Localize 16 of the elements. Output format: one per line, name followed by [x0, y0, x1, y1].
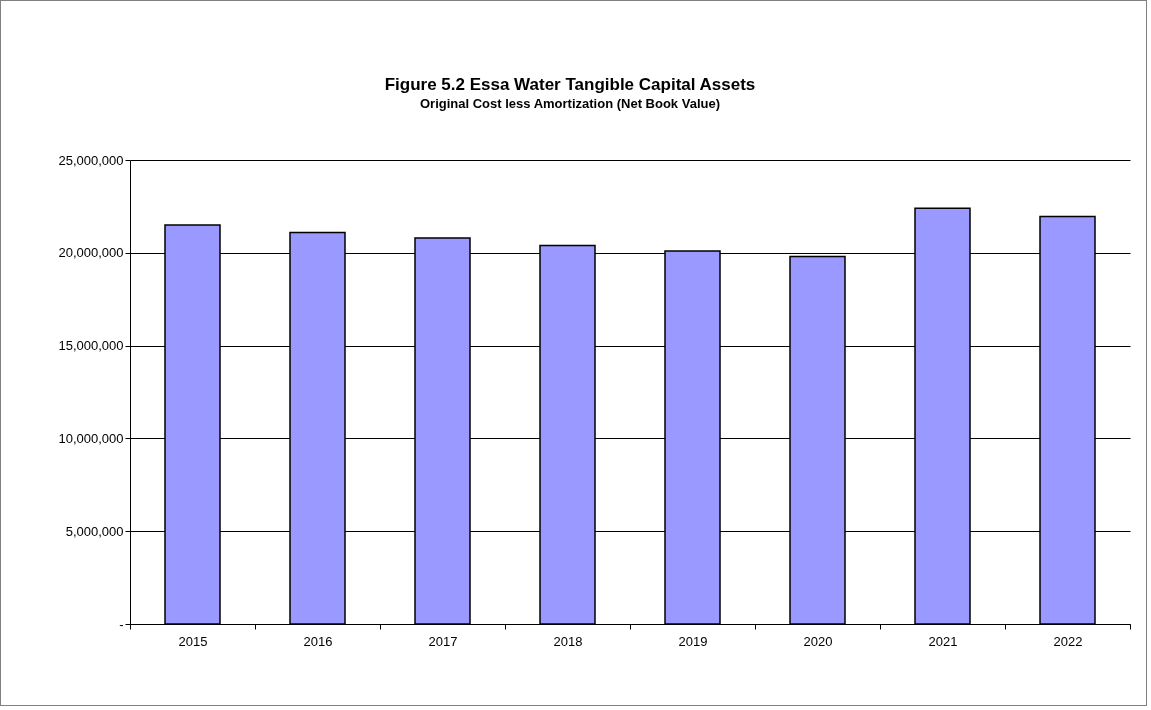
y-tick-label: - — [119, 616, 124, 632]
x-tick-label: 2021 — [928, 633, 958, 649]
x-tick-label: 2018 — [553, 633, 583, 649]
chart-subtitle: Original Cost less Amortization (Net Book Value) — [419, 96, 721, 111]
y-tick-label: 10,000,000 — [58, 430, 124, 446]
x-tick-label: 2015 — [178, 633, 208, 649]
x-tick-label: 2017 — [428, 633, 458, 649]
y-tick-label: 15,000,000 — [58, 338, 124, 354]
y-tick-label: 5,000,000 — [65, 523, 124, 539]
chart-title: Figure 5.2 Essa Water Tangible Capital Assets — [384, 75, 756, 94]
x-tick-label: 2022 — [1053, 633, 1083, 649]
y-tick-label: 20,000,000 — [58, 245, 124, 261]
x-tick-label: 2020 — [803, 633, 833, 649]
y-tick-label: 25,000,000 — [58, 152, 124, 168]
x-tick-label: 2019 — [678, 633, 708, 649]
x-tick-label: 2016 — [303, 633, 333, 649]
